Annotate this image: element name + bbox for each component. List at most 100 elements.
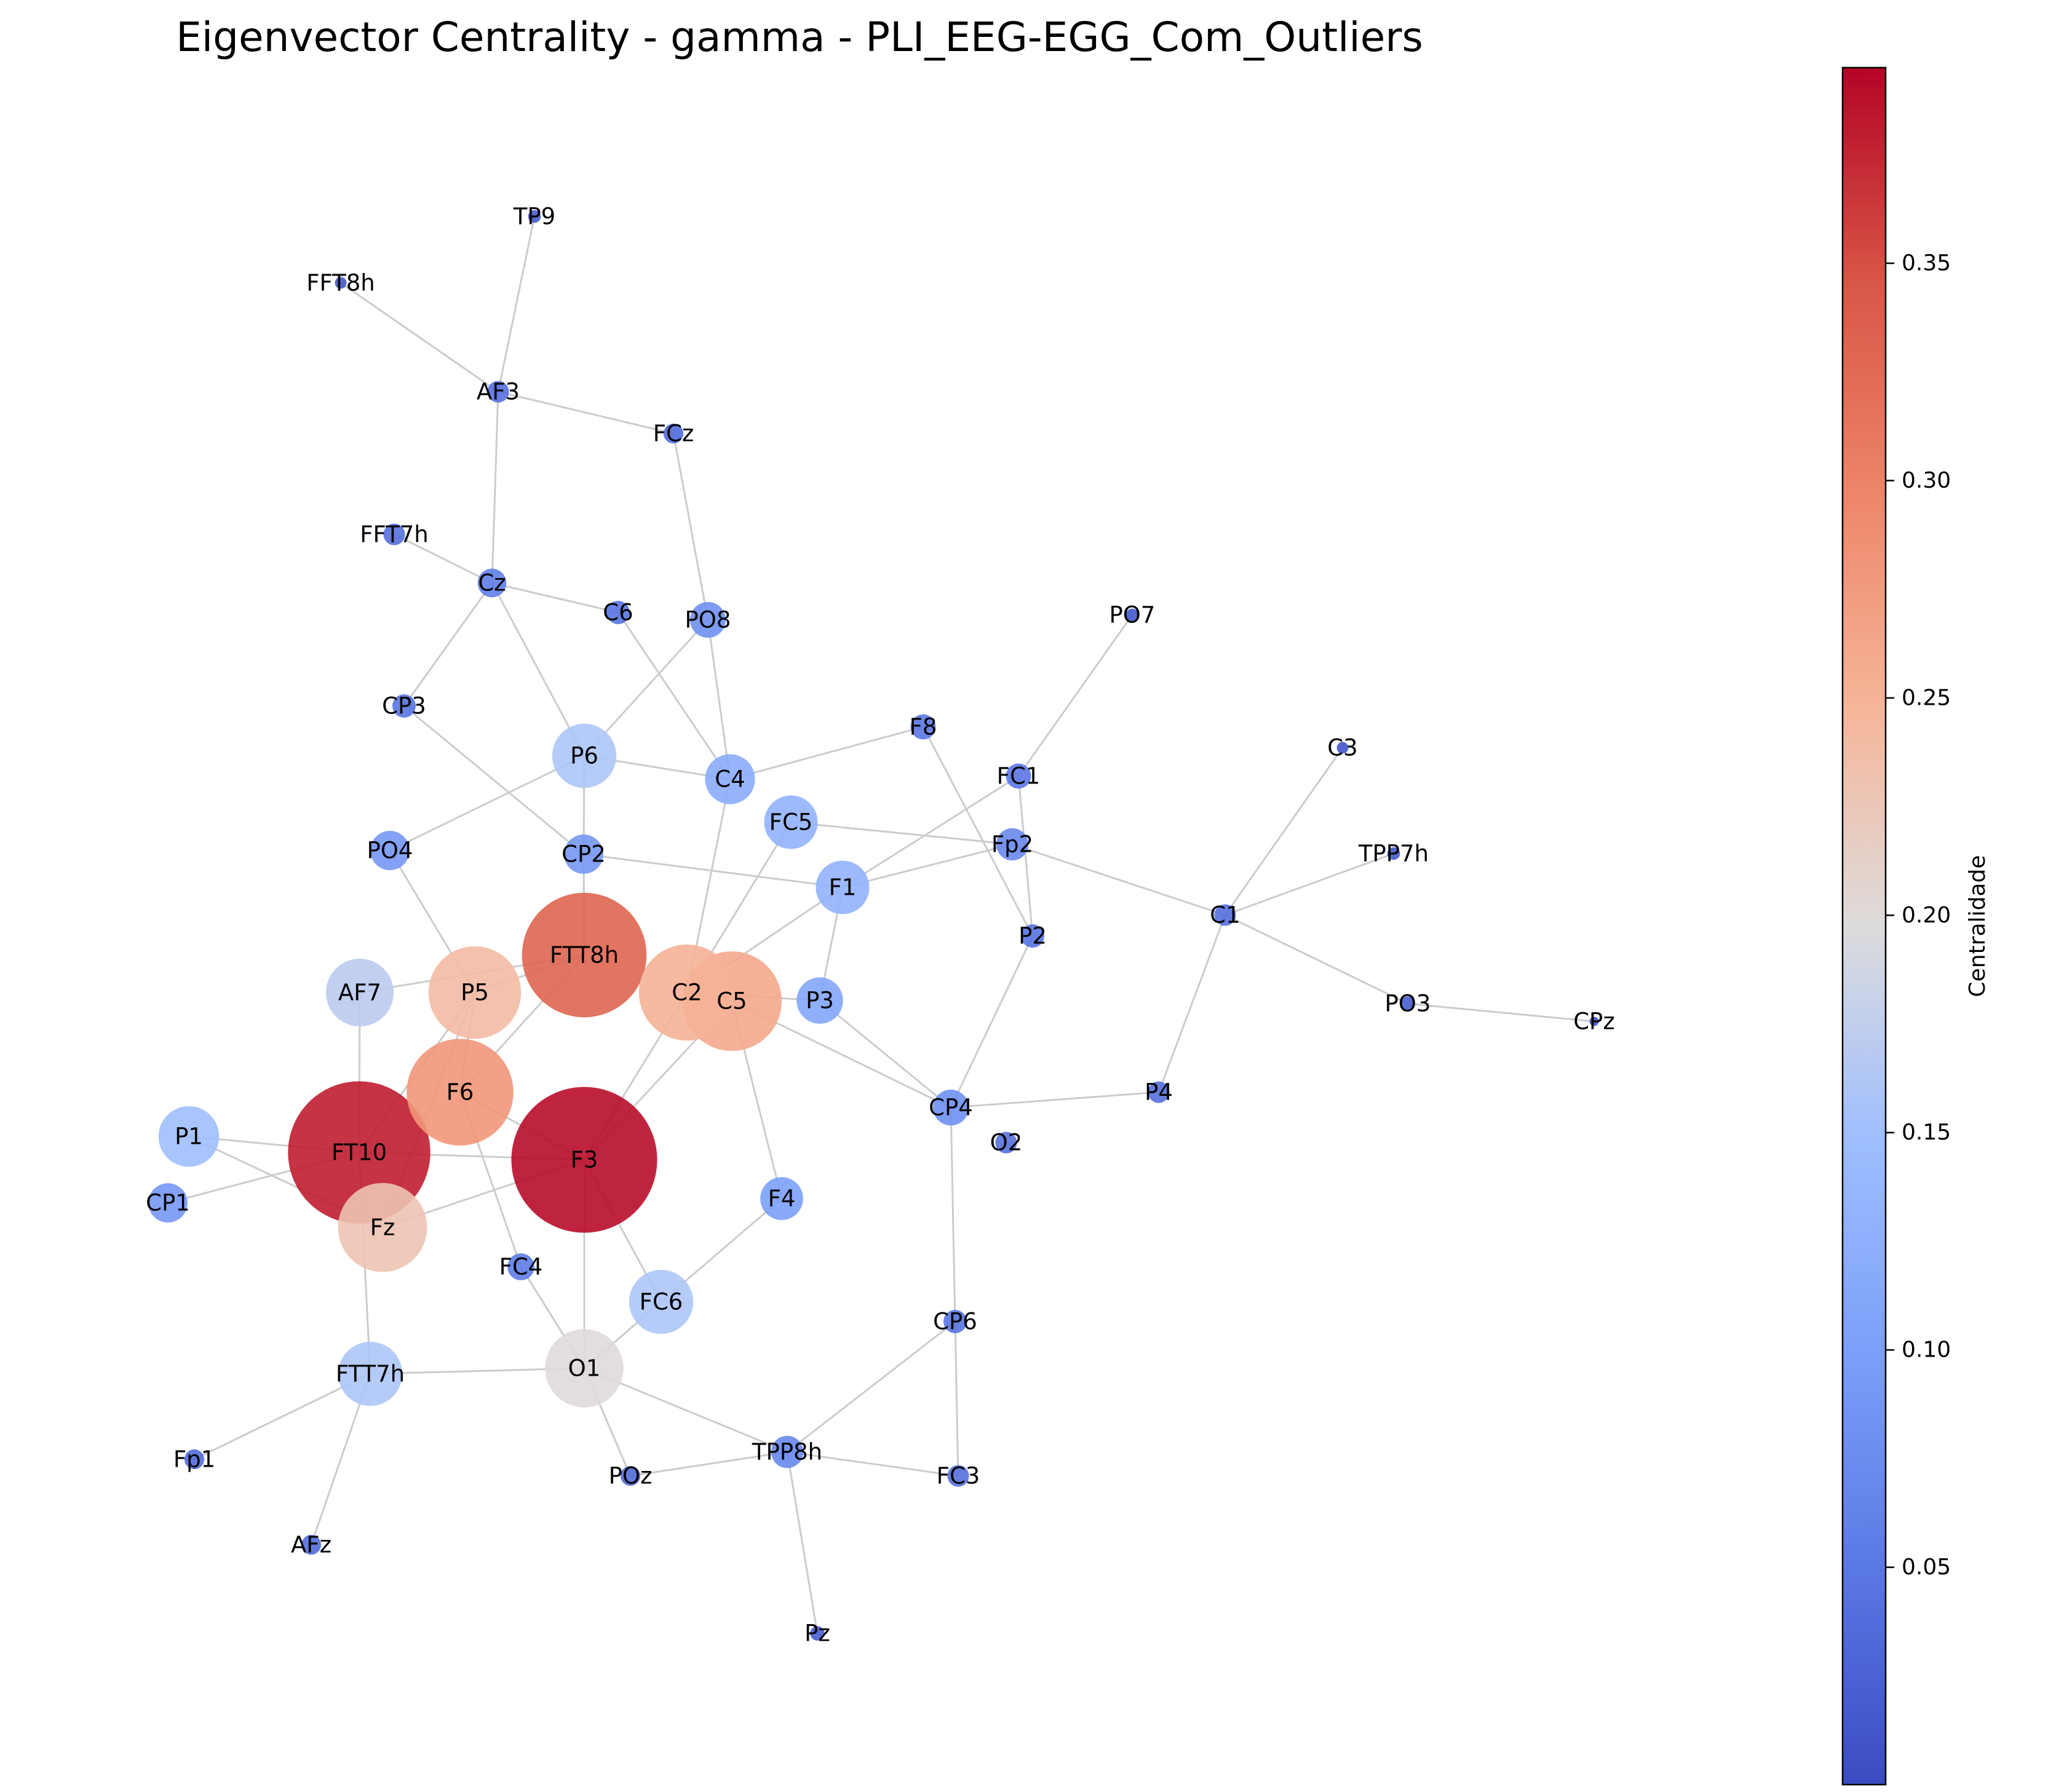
node-FC3[interactable] bbox=[947, 1465, 969, 1487]
node-label-C2: C2 bbox=[672, 980, 702, 1006]
node-AFz[interactable] bbox=[301, 1534, 322, 1555]
node-CP2[interactable] bbox=[564, 835, 603, 874]
node-CPz[interactable] bbox=[1589, 1017, 1599, 1026]
node-label-TPP8h: TPP8h bbox=[752, 1439, 822, 1465]
node-label-P5: P5 bbox=[461, 980, 489, 1006]
node-CP4[interactable] bbox=[932, 1089, 969, 1126]
node-P5[interactable] bbox=[428, 946, 522, 1039]
node-FTT8h[interactable] bbox=[522, 892, 647, 1018]
edge-CP3-CP2 bbox=[403, 705, 584, 855]
node-label-F3: F3 bbox=[571, 1147, 598, 1173]
node-FC1[interactable] bbox=[1006, 763, 1031, 789]
node-C3[interactable] bbox=[1336, 742, 1349, 754]
edge-FC1-F1 bbox=[842, 775, 1019, 889]
node-label-CP6: CP6 bbox=[933, 1309, 977, 1335]
edge-CP4-P2 bbox=[950, 935, 1034, 1108]
node-C6[interactable] bbox=[606, 601, 630, 624]
edge-Cz-CP3 bbox=[403, 582, 493, 707]
node-F8[interactable] bbox=[910, 714, 936, 740]
node-label-FC3: FC3 bbox=[937, 1463, 980, 1489]
node-Fz[interactable] bbox=[338, 1183, 427, 1272]
node-PO8[interactable] bbox=[689, 601, 726, 638]
node-FFT7h[interactable] bbox=[383, 523, 405, 545]
edge-C1-PO3 bbox=[1224, 914, 1408, 1005]
node-label-F1: F1 bbox=[829, 874, 857, 901]
node-P2[interactable] bbox=[1021, 924, 1044, 948]
node-POz[interactable] bbox=[620, 1465, 641, 1486]
node-TPP8h[interactable] bbox=[771, 1435, 804, 1469]
node-P6[interactable] bbox=[552, 723, 617, 788]
node-CP6[interactable] bbox=[943, 1310, 967, 1333]
node-label-P2: P2 bbox=[1018, 923, 1047, 950]
node-label-Cz: Cz bbox=[478, 570, 506, 597]
edge-FTT7h-Fp1 bbox=[194, 1373, 371, 1461]
node-P1[interactable] bbox=[158, 1106, 220, 1167]
node-PO3[interactable] bbox=[1400, 996, 1415, 1011]
node-TP9[interactable] bbox=[528, 210, 541, 223]
node-label-P3: P3 bbox=[806, 988, 834, 1014]
node-F3[interactable] bbox=[511, 1087, 657, 1233]
figure-title: Eigenvector Centrality - gamma - PLI_EEG… bbox=[176, 14, 1423, 61]
node-O1[interactable] bbox=[545, 1329, 624, 1408]
node-FFT8h[interactable] bbox=[335, 277, 347, 289]
node-FTT7h[interactable] bbox=[338, 1341, 403, 1406]
node-label-Fp1: Fp1 bbox=[173, 1446, 215, 1473]
node-C2[interactable] bbox=[638, 944, 736, 1041]
node-F6[interactable] bbox=[407, 1039, 514, 1146]
node-label-C4: C4 bbox=[715, 766, 745, 793]
node-label-C5: C5 bbox=[716, 988, 747, 1015]
node-label-FTT8h: FTT8h bbox=[550, 942, 619, 969]
node-label-Pz: Pz bbox=[804, 1620, 830, 1647]
node-F4[interactable] bbox=[760, 1177, 803, 1220]
node-PO7[interactable] bbox=[1125, 608, 1139, 622]
edge-FCz-PO8 bbox=[672, 433, 709, 620]
colorbar-tick-label: 0.20 bbox=[1902, 903, 1951, 928]
edge-Cz-P6 bbox=[491, 582, 585, 756]
node-FC4[interactable] bbox=[507, 1253, 534, 1280]
node-label-Fp2: Fp2 bbox=[991, 831, 1033, 858]
node-label-FCz: FCz bbox=[653, 421, 694, 447]
node-Fp1[interactable] bbox=[184, 1449, 205, 1470]
node-C4[interactable] bbox=[705, 754, 755, 804]
node-Pz[interactable] bbox=[810, 1626, 825, 1641]
node-AF7[interactable] bbox=[325, 958, 394, 1027]
node-Cz[interactable] bbox=[477, 568, 507, 598]
node-FC5[interactable] bbox=[764, 795, 818, 849]
node-C1[interactable] bbox=[1214, 904, 1236, 926]
node-FC6[interactable] bbox=[629, 1269, 694, 1334]
node-label-FFT8h: FFT8h bbox=[306, 270, 375, 296]
edge-C3-C1 bbox=[1224, 747, 1344, 916]
edge-C6-C4 bbox=[617, 612, 731, 780]
colorbar-ticks: 0.05 0.10 0.15 0.20 0.25 0.30 0.35 bbox=[1886, 251, 1951, 1580]
colorbar-tick-label: 0.25 bbox=[1902, 685, 1951, 710]
node-label-PO3: PO3 bbox=[1385, 991, 1431, 1017]
node-P3[interactable] bbox=[796, 977, 843, 1024]
node-F1[interactable] bbox=[816, 860, 870, 914]
network-graph: TP9 FFT8h AF3 FCz FFT7h Cz C6 PO8 PO7 CP3 F8 FC1 C3 P… bbox=[146, 204, 1615, 1647]
node-label-P6: P6 bbox=[570, 743, 598, 769]
edge-TPP7h-C1 bbox=[1224, 852, 1394, 916]
node-PO4[interactable] bbox=[370, 831, 410, 870]
node-label-CP4: CP4 bbox=[929, 1095, 973, 1121]
node-TPP7h[interactable] bbox=[1387, 847, 1400, 860]
node-label-FC6: FC6 bbox=[640, 1289, 683, 1315]
edge-PO3-CPz bbox=[1407, 1002, 1595, 1023]
edge-PO7-FC1 bbox=[1017, 614, 1133, 777]
node-CP3[interactable] bbox=[392, 694, 416, 718]
edge-CP2-F1 bbox=[583, 853, 843, 889]
edge-FFT7h-Cz bbox=[394, 533, 493, 584]
node-AF3[interactable] bbox=[487, 381, 509, 403]
edge-CP4-P4 bbox=[950, 1091, 1159, 1109]
node-label-C3: C3 bbox=[1327, 735, 1357, 761]
edge-F8-P2 bbox=[922, 726, 1034, 937]
node-FCz[interactable] bbox=[663, 423, 684, 444]
node-label-PO8: PO8 bbox=[685, 607, 731, 633]
edge-TPP8h-POz bbox=[630, 1451, 788, 1477]
node-CP1[interactable] bbox=[148, 1183, 188, 1223]
node-Fp2[interactable] bbox=[996, 828, 1029, 861]
node-O2[interactable] bbox=[995, 1132, 1017, 1154]
node-P4[interactable] bbox=[1148, 1081, 1170, 1103]
edge-FFT8h-AF3 bbox=[340, 282, 499, 393]
edge-CP6-FC3 bbox=[954, 1321, 959, 1477]
node-label-FC5: FC5 bbox=[769, 809, 813, 836]
